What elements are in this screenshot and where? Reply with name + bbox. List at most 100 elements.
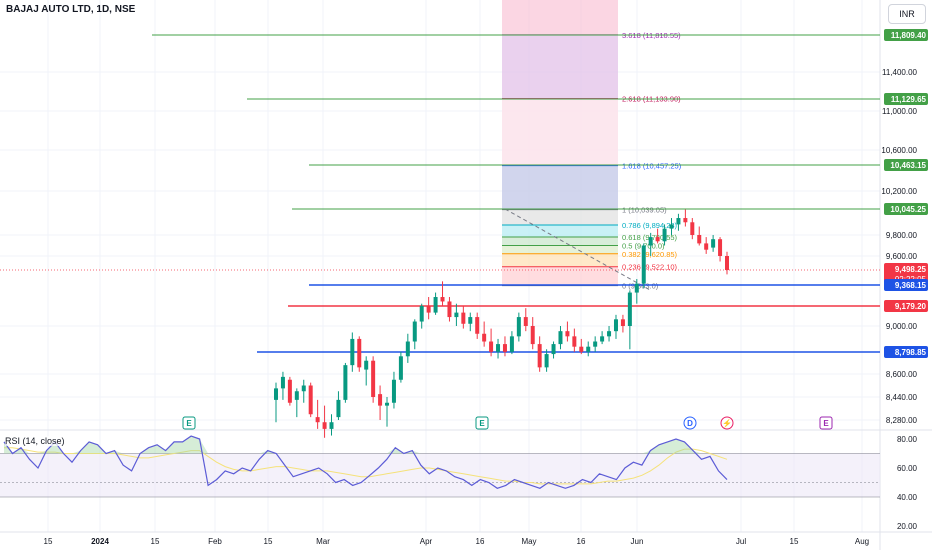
candle-body: [655, 237, 660, 242]
fib-band: [502, 209, 618, 226]
fib-level-label: 1 (10,039.05): [622, 206, 667, 215]
candle-body: [329, 422, 334, 429]
fib-band: [502, 0, 618, 35]
price-badge: [884, 279, 928, 291]
price-badge: [884, 203, 928, 215]
price-badge-label: 9,368.15: [895, 281, 927, 290]
price-badge-label: 11,809.40: [891, 31, 927, 40]
fib-band: [502, 253, 618, 267]
time-tick-label: Mar: [316, 537, 330, 546]
fib-band: [502, 98, 618, 166]
time-tick-label: Aug: [855, 537, 869, 546]
candle-body: [600, 336, 605, 342]
candle-body: [274, 388, 278, 400]
candle-body: [357, 338, 362, 368]
price-tick-label: 9,800.00: [886, 231, 918, 240]
candle-body: [586, 346, 591, 352]
candle-body: [613, 319, 618, 332]
horizontal-lines[interactable]: [0, 34, 880, 353]
fibonacci-extension-tool[interactable]: 3.618 (11,810.55)2.618 (11,133.90)1.618 …: [502, 0, 682, 291]
candle-body: [502, 344, 507, 352]
rsi-tick-label: 40.00: [897, 493, 918, 502]
chart-title: BAJAJ AUTO LTD, 1D, NSE: [6, 4, 136, 15]
time-tick-label: 15: [264, 537, 273, 546]
candle-body: [426, 305, 431, 313]
currency-button[interactable]: INR: [888, 4, 926, 24]
price-badge: [884, 93, 928, 105]
rsi-indicator-label[interactable]: RSI (14, close): [5, 436, 65, 446]
candle-body: [725, 256, 729, 271]
fib-band: [502, 266, 618, 286]
candle-body: [447, 301, 452, 318]
time-tick-label: May: [521, 537, 536, 546]
candle-body: [385, 402, 390, 406]
candle-body: [718, 239, 723, 256]
candle-body: [412, 321, 417, 342]
fib-band: [502, 34, 618, 99]
price-badge: [884, 159, 928, 171]
time-tick-label: Feb: [208, 537, 222, 546]
event-marker: [475, 416, 489, 430]
candle-body: [627, 292, 632, 326]
candle-body: [433, 297, 438, 313]
candle-body: [558, 331, 563, 345]
time-tick-label: 15: [790, 537, 799, 546]
rsi-tick-label: 60.00: [897, 464, 918, 473]
candle-body: [537, 344, 542, 368]
time-tick-label: 15: [151, 537, 160, 546]
event-marker: [819, 416, 833, 430]
candle-body: [287, 379, 292, 403]
candle-body: [607, 331, 612, 337]
candle-body: [551, 344, 556, 355]
fib-level-label: 0 (9,363.0): [622, 282, 659, 291]
candle-body: [461, 312, 466, 324]
candle-body: [523, 317, 528, 326]
candle-body: [496, 344, 501, 352]
price-badge: [884, 29, 928, 41]
time-axis[interactable]: 15 2024 15 Feb 15 Mar Apr 16 May 16 Jun Jul 15 Aug: [44, 537, 870, 546]
time-tick-label: Jun: [631, 537, 644, 546]
candle-body: [711, 239, 716, 248]
price-badge: [884, 300, 928, 312]
candle-body: [468, 317, 473, 324]
time-tick-label: Apr: [420, 537, 433, 546]
fib-level-label: 0.786 (9,894.23): [622, 221, 678, 230]
event-markers[interactable]: E E D ⚡ E: [182, 416, 833, 430]
candle-body: [648, 237, 653, 246]
candle-body: [669, 224, 674, 229]
fib-band: [502, 225, 618, 238]
fib-level-label: 0.382 (9,620.85): [622, 250, 678, 259]
time-tick-label: 16: [577, 537, 586, 546]
event-marker-label: E: [186, 419, 192, 428]
rsi-pane: [0, 435, 880, 498]
candle-body: [690, 222, 695, 235]
candle-body: [454, 312, 459, 318]
rsi-tick-label: 80.00: [897, 435, 918, 444]
candle-body: [343, 365, 348, 400]
rsi-tick-label: 20.00: [897, 522, 918, 531]
candle-body: [482, 333, 487, 342]
candle-body: [391, 379, 396, 403]
candle-body: [530, 326, 535, 345]
rsi-band: [0, 453, 880, 497]
price-axis[interactable]: 11,400.00 11,000.00 10,600.00 10,200.00 9,80…: [881, 29, 928, 531]
candle-body: [280, 376, 285, 389]
price-badge-label: 10,463.15: [890, 161, 926, 170]
rsi-line: [3, 435, 728, 489]
candle-body: [315, 417, 320, 423]
candle-body: [294, 391, 299, 400]
candle-body: [662, 228, 667, 242]
candle-body: [475, 317, 480, 334]
candle-body: [440, 297, 445, 302]
event-marker-label: ⚡: [722, 418, 732, 428]
candle-body: [371, 360, 376, 397]
price-tick-label: 8,600.00: [886, 370, 918, 379]
price-badge: [884, 346, 928, 358]
fib-band: [502, 165, 618, 210]
price-tick-label: 8,440.00: [886, 393, 918, 402]
price-badge-label: 8,798.85: [895, 348, 927, 357]
fib-level-label: 0.236 (9,522.10): [622, 263, 678, 272]
price-tick-label: 8,280.00: [886, 416, 918, 425]
